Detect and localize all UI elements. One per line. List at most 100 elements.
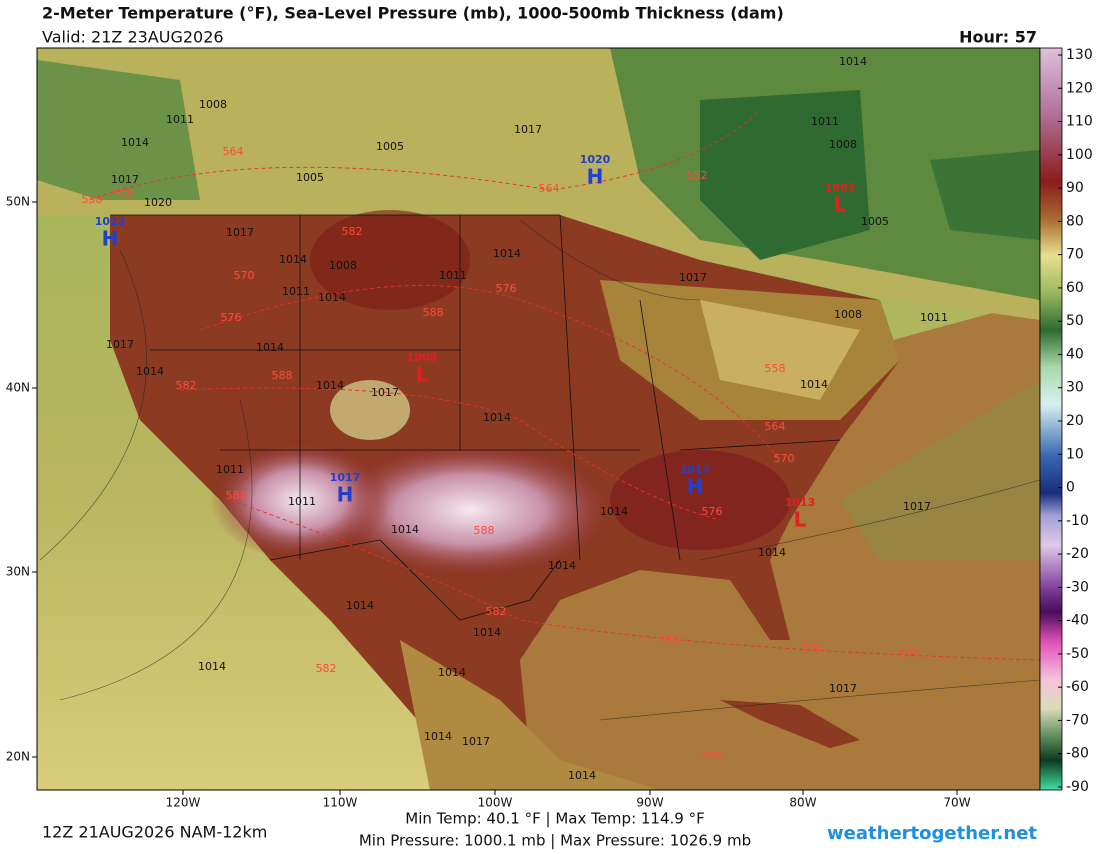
isobar-label: 1008 bbox=[829, 138, 857, 151]
colorbar-label: -10 bbox=[1066, 513, 1089, 529]
isobar-label: 1008 bbox=[199, 98, 227, 111]
isobar-label: 1014 bbox=[758, 546, 786, 559]
colorbar-label: -60 bbox=[1066, 679, 1089, 695]
isobar-label: 1011 bbox=[282, 285, 310, 298]
isobar-label: 1014 bbox=[136, 365, 164, 378]
map-field bbox=[37, 48, 1040, 790]
title: 2-Meter Temperature (°F), Sea-Level Pres… bbox=[42, 4, 784, 23]
pressure-center-value: 1020 bbox=[580, 153, 611, 166]
valid-time: Valid: 21Z 23AUG2026 bbox=[42, 28, 224, 47]
thickness-label: 552 bbox=[687, 169, 708, 182]
colorbar-label: 60 bbox=[1066, 280, 1084, 296]
overlay: 1301201101009080706050403020100-10-20-30… bbox=[6, 47, 1093, 810]
pressure-center-value: 1013 bbox=[785, 496, 816, 509]
pressure-center-value: 1017 bbox=[680, 463, 711, 476]
pressure-center-letter: H bbox=[337, 483, 354, 507]
colorbar-label: 40 bbox=[1066, 346, 1084, 362]
isobar-label: 1014 bbox=[568, 769, 596, 782]
isobar-label: 1014 bbox=[346, 599, 374, 612]
colorbar-label: 50 bbox=[1066, 313, 1084, 329]
thickness-label: 582 bbox=[342, 225, 363, 238]
thickness-label: 558 bbox=[113, 188, 134, 201]
thickness-label: 588 bbox=[474, 524, 495, 537]
isobar-label: 1017 bbox=[371, 386, 399, 399]
isobar-label: 1017 bbox=[106, 338, 134, 351]
isobar-label: 1017 bbox=[514, 123, 542, 136]
forecast-hour: Hour: 57 bbox=[959, 28, 1037, 47]
isobar-label: 1014 bbox=[256, 341, 284, 354]
isobar-label: 1017 bbox=[111, 173, 139, 186]
colorbar-label: 90 bbox=[1066, 180, 1084, 196]
isobar-label: 1005 bbox=[376, 140, 404, 153]
isobar-label: 1014 bbox=[800, 378, 828, 391]
temp-range: Min Temp: 40.1 °F | Max Temp: 114.9 °F bbox=[405, 810, 704, 828]
colorbar-label: 30 bbox=[1066, 380, 1084, 396]
thickness-label: 576 bbox=[496, 282, 517, 295]
isobar-label: 1017 bbox=[903, 500, 931, 513]
thickness-label: 576 bbox=[702, 505, 723, 518]
isobar-label: 1017 bbox=[226, 226, 254, 239]
isobar-label: 1014 bbox=[548, 559, 576, 572]
thickness-label: 576 bbox=[221, 311, 242, 324]
isobar-label: 1017 bbox=[462, 735, 490, 748]
thickness-label: 588 bbox=[272, 369, 293, 382]
pressure-center-letter: L bbox=[834, 193, 847, 217]
colorbar-label: 120 bbox=[1066, 80, 1093, 96]
colorbar-label: 20 bbox=[1066, 413, 1084, 429]
isobar-label: 1011 bbox=[166, 113, 194, 126]
lon-label: 120W bbox=[166, 796, 201, 810]
lon-label: 80W bbox=[789, 796, 816, 810]
pressure-center-value: 1017 bbox=[330, 471, 361, 484]
isobar-label: 1014 bbox=[316, 379, 344, 392]
thickness-label: 582 bbox=[176, 379, 197, 392]
pressure-center-letter: L bbox=[416, 363, 429, 387]
pressure-center-letter: L bbox=[794, 508, 807, 532]
isobar-label: 1014 bbox=[391, 523, 419, 536]
isobar-label: 1014 bbox=[121, 136, 149, 149]
isobar-label: 1014 bbox=[493, 247, 521, 260]
pressure-center-letter: H bbox=[687, 475, 704, 499]
thickness-label: 576 bbox=[802, 642, 823, 655]
colorbar-label: 10 bbox=[1066, 446, 1084, 462]
isobar-label: 1005 bbox=[296, 171, 324, 184]
colorbar-label: 100 bbox=[1066, 147, 1093, 163]
thickness-label: 564 bbox=[539, 182, 560, 195]
colorbar-label: 80 bbox=[1066, 213, 1084, 229]
thickness-label: 582 bbox=[316, 662, 337, 675]
isobar-label: 1014 bbox=[318, 291, 346, 304]
colorbar-label: 0 bbox=[1066, 480, 1075, 496]
pressure-center-value: 1008 bbox=[407, 351, 438, 364]
isobar-label: 1005 bbox=[861, 215, 889, 228]
colorbar-label: -90 bbox=[1066, 779, 1089, 795]
lat-label: 40N bbox=[6, 381, 30, 395]
thickness-label: 564 bbox=[765, 420, 786, 433]
lat-label: 50N bbox=[6, 195, 30, 209]
colorbar-label: -30 bbox=[1066, 579, 1089, 595]
colorbar-label: 130 bbox=[1066, 47, 1093, 63]
colorbar-label: -20 bbox=[1066, 546, 1089, 562]
isobar-label: 1014 bbox=[473, 626, 501, 639]
isobar-label: 1011 bbox=[288, 495, 316, 508]
isobar-label: 1011 bbox=[920, 311, 948, 324]
lon-label: 70W bbox=[943, 796, 970, 810]
thickness-label: 576 bbox=[659, 634, 680, 647]
lon-label: 90W bbox=[636, 796, 663, 810]
pressure-center-letter: H bbox=[587, 165, 604, 189]
thickness-label: 558 bbox=[765, 362, 786, 375]
lat-label: 20N bbox=[6, 750, 30, 764]
isobar-label: 1011 bbox=[216, 463, 244, 476]
colorbar-label: 110 bbox=[1066, 114, 1093, 130]
lat-label: 30N bbox=[6, 565, 30, 579]
thickness-label: 588 bbox=[423, 306, 444, 319]
pressure-center-value: 1003 bbox=[825, 181, 856, 194]
isobar-label: 1011 bbox=[439, 269, 467, 282]
isobar-label: 1008 bbox=[329, 259, 357, 272]
pressure-center-value: 1023 bbox=[95, 215, 126, 228]
thickness-label: 570 bbox=[234, 269, 255, 282]
isobar-label: 1017 bbox=[829, 682, 857, 695]
isobar-label: 1014 bbox=[839, 55, 867, 68]
model-run: 12Z 21AUG2026 NAM-12km bbox=[42, 823, 267, 842]
colorbar-label: -50 bbox=[1066, 646, 1089, 662]
isobar-label: 1014 bbox=[424, 730, 452, 743]
thickness-label: 576 bbox=[900, 648, 921, 661]
